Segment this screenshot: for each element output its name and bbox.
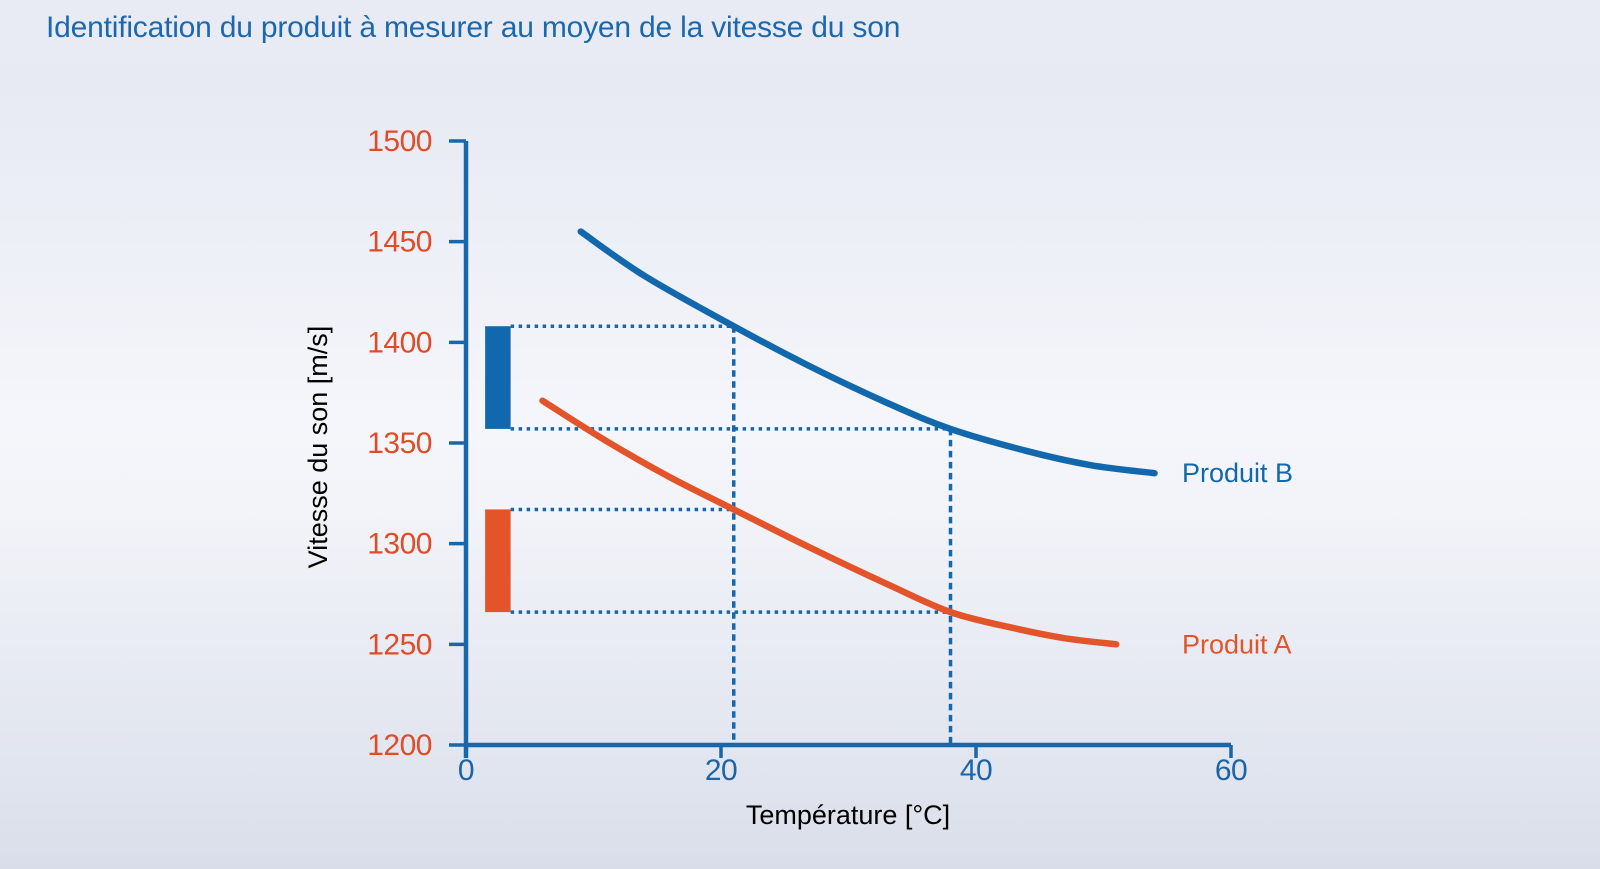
series-label-produit-b: Produit B	[1182, 458, 1293, 488]
x-axis-label: Température [°C]	[746, 800, 950, 830]
labels-layer: Température [°C] Vitesse du son [m/s] 15…	[303, 125, 1293, 830]
x-tick-label: 20	[705, 754, 737, 787]
y-tick-label: 1200	[367, 729, 432, 762]
y-tick-label: 1350	[367, 427, 432, 460]
series-label-produit-a: Produit A	[1182, 629, 1292, 659]
x-tick-label: 0	[458, 754, 474, 787]
x-tick-label: 40	[960, 754, 992, 787]
velocity-range-bar-produit-b	[485, 326, 511, 429]
velocity-range-bars-layer	[485, 326, 511, 613]
series-line-produit-b	[577, 228, 1158, 477]
y-axis-label: Vitesse du son [m/s]	[303, 326, 333, 569]
y-tick-label: 1250	[367, 628, 432, 661]
y-tick-label: 1300	[367, 528, 432, 561]
guide-lines-layer	[510, 324, 953, 745]
series-line-produit-a	[539, 397, 1120, 648]
y-tick-label: 1400	[367, 326, 432, 359]
chart-title: Identification du produit à mesurer au m…	[46, 11, 901, 44]
axes-layer	[449, 139, 1233, 758]
x-tick-label: 60	[1215, 754, 1247, 787]
y-tick-label: 1450	[367, 226, 432, 259]
velocity-range-bar-produit-a	[485, 509, 511, 613]
series-curves-layer	[539, 228, 1158, 648]
y-tick-label: 1500	[367, 125, 432, 158]
